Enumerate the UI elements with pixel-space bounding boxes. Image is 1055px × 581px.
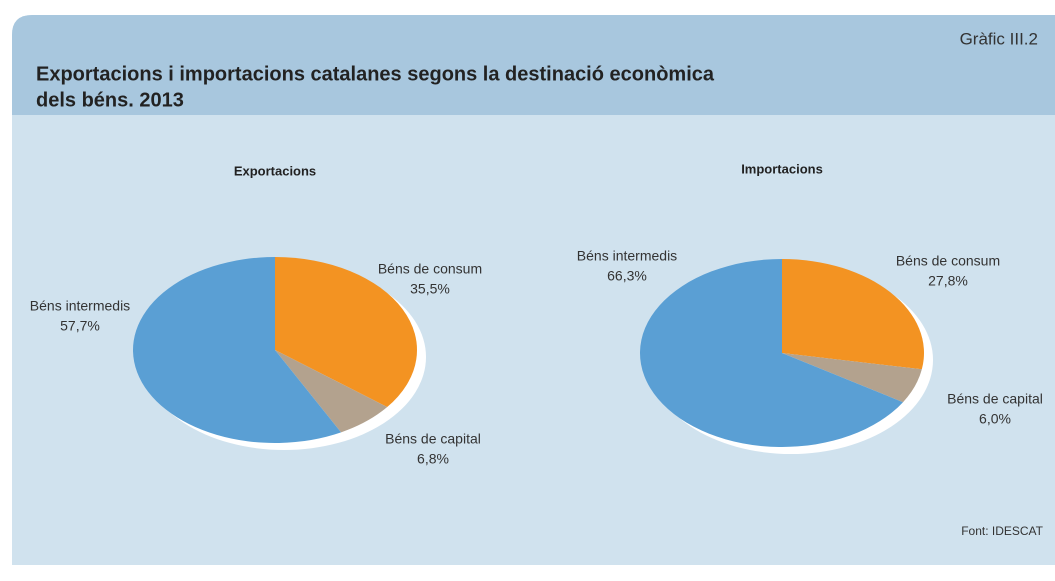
- slice-label: Béns de consum: [896, 253, 1000, 269]
- pie-slice: [275, 257, 418, 408]
- slice-label: Béns de capital: [385, 431, 481, 447]
- slice-value: 27,8%: [928, 273, 968, 289]
- source: Font: IDESCAT: [961, 524, 1043, 538]
- pie-slice: [782, 353, 922, 403]
- slice-value: 6,0%: [979, 411, 1011, 427]
- slice-value: 66,3%: [607, 268, 647, 284]
- header-band: [12, 15, 1055, 115]
- pie-slice: [639, 259, 903, 448]
- slice-value: 35,5%: [410, 281, 450, 297]
- slice-label: Béns de capital: [947, 391, 1043, 407]
- pie-slice: [275, 350, 388, 433]
- pie-slice: [132, 257, 342, 443]
- slice-label: Béns de consum: [378, 261, 482, 277]
- slice-value: 6,8%: [417, 451, 449, 467]
- pie-title: Importacions: [741, 161, 823, 176]
- chart-title: Exportacions i importacions catalanes se…: [36, 63, 715, 85]
- slice-value: 57,7%: [60, 318, 100, 334]
- slice-label: Béns intermedis: [30, 298, 130, 314]
- chart-label: Gràfic III.2: [960, 29, 1038, 48]
- chart-title: dels béns. 2013: [36, 89, 184, 111]
- pie-slice: [782, 259, 924, 370]
- slice-label: Béns intermedis: [577, 248, 677, 264]
- pie-title: Exportacions: [234, 163, 316, 178]
